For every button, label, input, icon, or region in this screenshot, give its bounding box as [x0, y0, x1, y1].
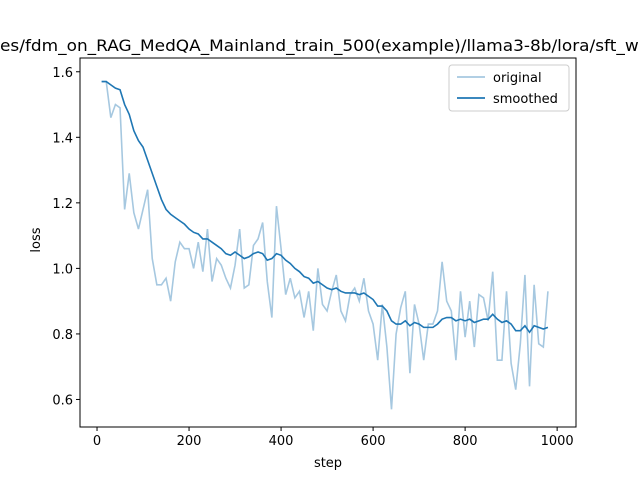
- line-original: [101, 80, 549, 410]
- y-axis-label: loss: [29, 227, 44, 252]
- line-smoothed: [101, 80, 549, 334]
- x-tick-label: 1000: [541, 434, 574, 449]
- chart-title: ves/fdm_on_RAG_MedQA_Mainland_train_500(…: [0, 36, 640, 56]
- plot-frame: [79, 57, 577, 428]
- y-tick-label: 0.6: [52, 393, 73, 408]
- x-tick-label: 800: [453, 434, 478, 449]
- x-axis-label: step: [314, 456, 342, 471]
- x-tick-label: 0: [93, 434, 101, 449]
- y-tick-label: 0.8: [52, 328, 73, 343]
- legend-label: smoothed: [493, 92, 558, 107]
- y-tick-label: 1.2: [52, 197, 73, 212]
- y-tick-label: 1.6: [52, 66, 73, 81]
- y-tick-label: 1.0: [52, 262, 73, 277]
- legend-label: original: [493, 71, 542, 86]
- x-tick-label: 200: [177, 434, 202, 449]
- x-tick-label: 600: [361, 434, 386, 449]
- x-tick-label: 400: [269, 434, 294, 449]
- y-tick-label: 1.4: [52, 131, 73, 146]
